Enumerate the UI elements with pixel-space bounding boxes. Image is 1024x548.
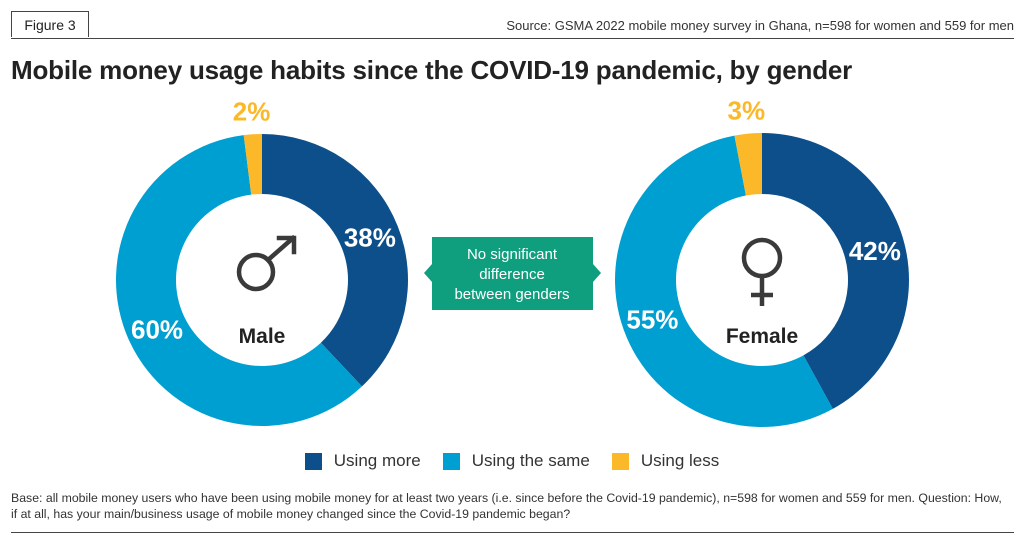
legend-swatch-using-more — [304, 452, 322, 470]
legend-item-using-more: Using more — [304, 451, 421, 471]
male-slice-using-more — [262, 134, 408, 387]
legend-item-using-less: Using less — [611, 451, 720, 471]
callout-line-1: No significant — [467, 246, 558, 263]
callout-line-3: between genders — [454, 286, 569, 303]
legend-label-using-less: Using less — [640, 451, 720, 470]
female-label-using-more: 42% — [849, 236, 901, 266]
figure-label: Figure 3 — [11, 11, 89, 37]
top-divider — [11, 38, 1014, 39]
bottom-divider — [11, 532, 1014, 533]
male-symbol-icon — [236, 234, 297, 292]
female-label-using-less: 3% — [727, 96, 765, 126]
female-slice-using-same — [615, 135, 833, 428]
legend-swatch-using-less — [611, 452, 629, 470]
chart-title: Mobile money usage habits since the COVI… — [11, 55, 853, 85]
male-center-label: Male — [239, 325, 286, 348]
male-label-using-more: 38% — [344, 222, 396, 252]
female-center-label: Female — [726, 325, 798, 348]
male-slice-using-same — [115, 135, 362, 427]
base-footnote: Base: all mobile money users who have be… — [11, 491, 1002, 521]
no-difference-callout: No significant difference between gender… — [424, 237, 601, 310]
source-note: Source: GSMA 2022 mobile money survey in… — [506, 18, 1014, 33]
female-slice-using-more — [762, 133, 910, 409]
male-slice-using-less — [243, 134, 262, 195]
female-slice-using-less — [734, 133, 762, 196]
male-donut-chart: 38% 60% 2% Male — [115, 96, 408, 427]
chart-legend: Using more Using the same Using less — [0, 451, 1024, 471]
male-label-using-less: 2% — [233, 96, 271, 126]
legend-label-using-more: Using more — [333, 451, 421, 470]
female-donut-chart: 42% 55% 3% Female — [615, 96, 910, 428]
callout-line-2: difference — [479, 266, 545, 283]
legend-item-using-same: Using the same — [442, 451, 590, 471]
legend-label-using-same: Using the same — [471, 451, 590, 470]
female-symbol-icon — [741, 237, 783, 306]
legend-swatch-using-same — [442, 452, 460, 470]
male-label-using-same: 60% — [131, 314, 183, 344]
female-label-using-same: 55% — [626, 304, 678, 334]
